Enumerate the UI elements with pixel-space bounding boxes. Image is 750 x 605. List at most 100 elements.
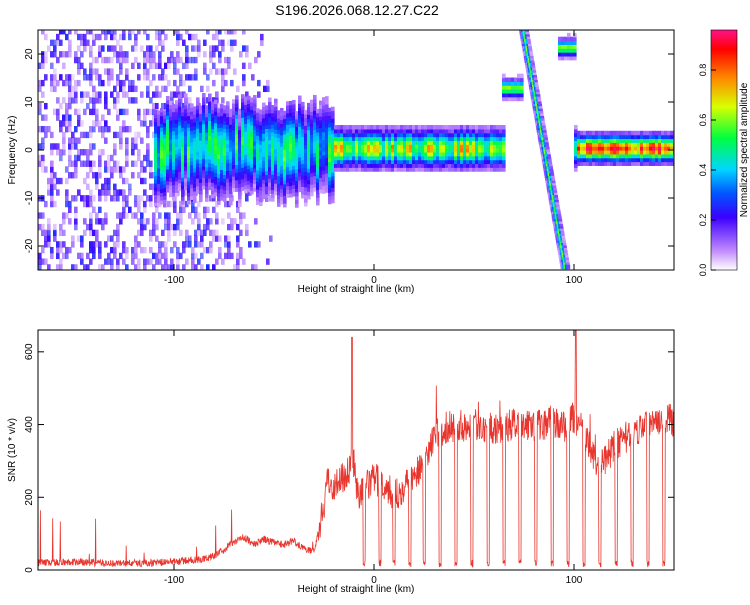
spectrogram-line-cell (376, 144, 380, 149)
spectrogram-line-cell (181, 188, 185, 194)
spectrogram-noise-cell (131, 85, 135, 93)
spectrogram-noise-cell (140, 177, 144, 185)
spectrogram-line-cell (352, 159, 356, 165)
spectrogram-line-cell (208, 93, 212, 98)
spectrogram-line-cell (325, 157, 329, 163)
spectrogram-band-cell (502, 73, 506, 79)
spectrogram-noise-cell (119, 79, 123, 87)
spectrogram-line-cell (292, 165, 296, 170)
spectrogram-line-cell (352, 140, 356, 145)
spectrogram-line-cell (259, 163, 263, 168)
spectrogram-noise-cell (131, 172, 135, 179)
spectrogram-noise-cell (227, 212, 231, 219)
spectrogram-noise-cell (92, 68, 96, 75)
spectrogram-line-cell (436, 128, 440, 134)
spectrogram-line-cell (340, 148, 344, 153)
spectrogram-noise-cell (53, 183, 57, 190)
spectrogram-noise-cell (218, 56, 222, 64)
spectrogram-noise-cell (50, 131, 54, 139)
spectrogram-line-cell (451, 155, 455, 161)
spectrogram-line-cell (325, 169, 329, 174)
spectrogram-line-cell (337, 151, 341, 157)
spectrogram-line-cell (184, 147, 188, 152)
spectrogram-line-cell (256, 150, 260, 155)
spectrogram-line-cell (619, 150, 623, 155)
spectrogram-noise-cell (125, 195, 129, 202)
spectrogram-line-cell (322, 170, 326, 175)
spectrogram-line-cell (319, 177, 323, 182)
spectrogram-line-cell (202, 139, 206, 144)
spectrogram-line-cell (241, 174, 245, 180)
spectrogram-noise-cell (167, 79, 171, 87)
spectrogram-line-cell (322, 139, 326, 144)
spectrogram-noise-cell (113, 246, 117, 254)
spectrogram-noise-cell (167, 264, 171, 270)
spectrogram-line-cell (460, 128, 464, 134)
y-tick-label: 10 (24, 96, 35, 108)
spectrogram-line-cell (346, 151, 350, 157)
spectrogram-noise-cell (137, 131, 141, 139)
spectrogram-line-cell (298, 176, 302, 181)
spectrogram-line-cell (253, 160, 257, 165)
spectrogram-line-cell (238, 118, 242, 123)
spectrogram-line-cell (325, 130, 329, 136)
spectrogram-noise-cell (233, 30, 237, 35)
spectrogram-track-cell (540, 115, 545, 121)
spectrogram-line-cell (433, 159, 437, 165)
spectrogram-line-cell (478, 136, 482, 141)
spectrogram-line-cell (328, 126, 332, 132)
spectrogram-line-cell (439, 148, 443, 153)
spectrogram-line-cell (220, 154, 224, 159)
spectrogram-line-cell (622, 142, 626, 147)
spectrogram-band-cell (514, 89, 518, 94)
spectrogram-line-cell (205, 166, 209, 172)
spectrogram-line-cell (241, 171, 245, 176)
spectrogram-line-cell (247, 126, 251, 131)
spectrogram-noise-cell (71, 160, 75, 167)
spectrogram-line-cell (199, 159, 203, 164)
spectrogram-line-cell (430, 151, 434, 157)
spectrogram-line-cell (649, 134, 653, 140)
spectrogram-line-cell (190, 164, 194, 170)
spectrogram-line-cell (337, 148, 341, 153)
spectrogram-line-cell (178, 175, 182, 180)
spectrogram-line-cell (235, 183, 239, 189)
spectrogram-line-cell (442, 148, 446, 153)
spectrogram-line-cell (463, 155, 467, 161)
spectrogram-line-cell (313, 187, 317, 192)
spectrogram-band-cell (573, 44, 577, 49)
spectrogram-line-cell (295, 118, 299, 124)
spectrogram-line-cell (430, 140, 434, 145)
spectrogram-line-cell (325, 123, 329, 128)
spectrogram-noise-cell (50, 189, 54, 196)
spectrogram-band-cell (502, 77, 506, 82)
spectrogram-noise-cell (74, 91, 78, 98)
spectrogram-line-cell (220, 157, 224, 163)
spectrogram-line-cell (220, 134, 224, 140)
spectrogram-line-cell (181, 150, 185, 155)
spectrogram-line-cell (154, 167, 158, 173)
spectrogram-line-cell (208, 174, 212, 179)
spectrogram-noise-cell (179, 229, 183, 237)
spectrogram-line-cell (163, 114, 167, 120)
spectrogram-line-cell (577, 134, 581, 140)
spectrogram-line-cell (157, 156, 161, 161)
spectrogram-noise-cell (95, 33, 99, 41)
spectrogram-line-cell (172, 134, 176, 140)
spectrogram-line-cell (421, 144, 425, 149)
spectrogram-line-cell (286, 108, 290, 114)
spectrogram-line-cell (250, 113, 254, 118)
spectrogram-line-cell (349, 159, 353, 165)
spectrogram-noise-cell (146, 195, 150, 202)
spectrogram-line-cell (223, 174, 227, 179)
spectrogram-noise-cell (107, 183, 111, 190)
spectrogram-noise-cell (206, 264, 210, 270)
spectrogram-noise-cell (182, 91, 186, 98)
spectrogram-line-cell (268, 151, 272, 156)
spectrogram-line-cell (262, 163, 266, 169)
spectrogram-line-cell (250, 174, 254, 180)
spectrogram-noise-cell (53, 177, 57, 185)
spectrogram-line-cell (322, 108, 326, 114)
spectrogram-noise-cell (74, 85, 78, 93)
spectrogram-line-cell (253, 167, 257, 173)
